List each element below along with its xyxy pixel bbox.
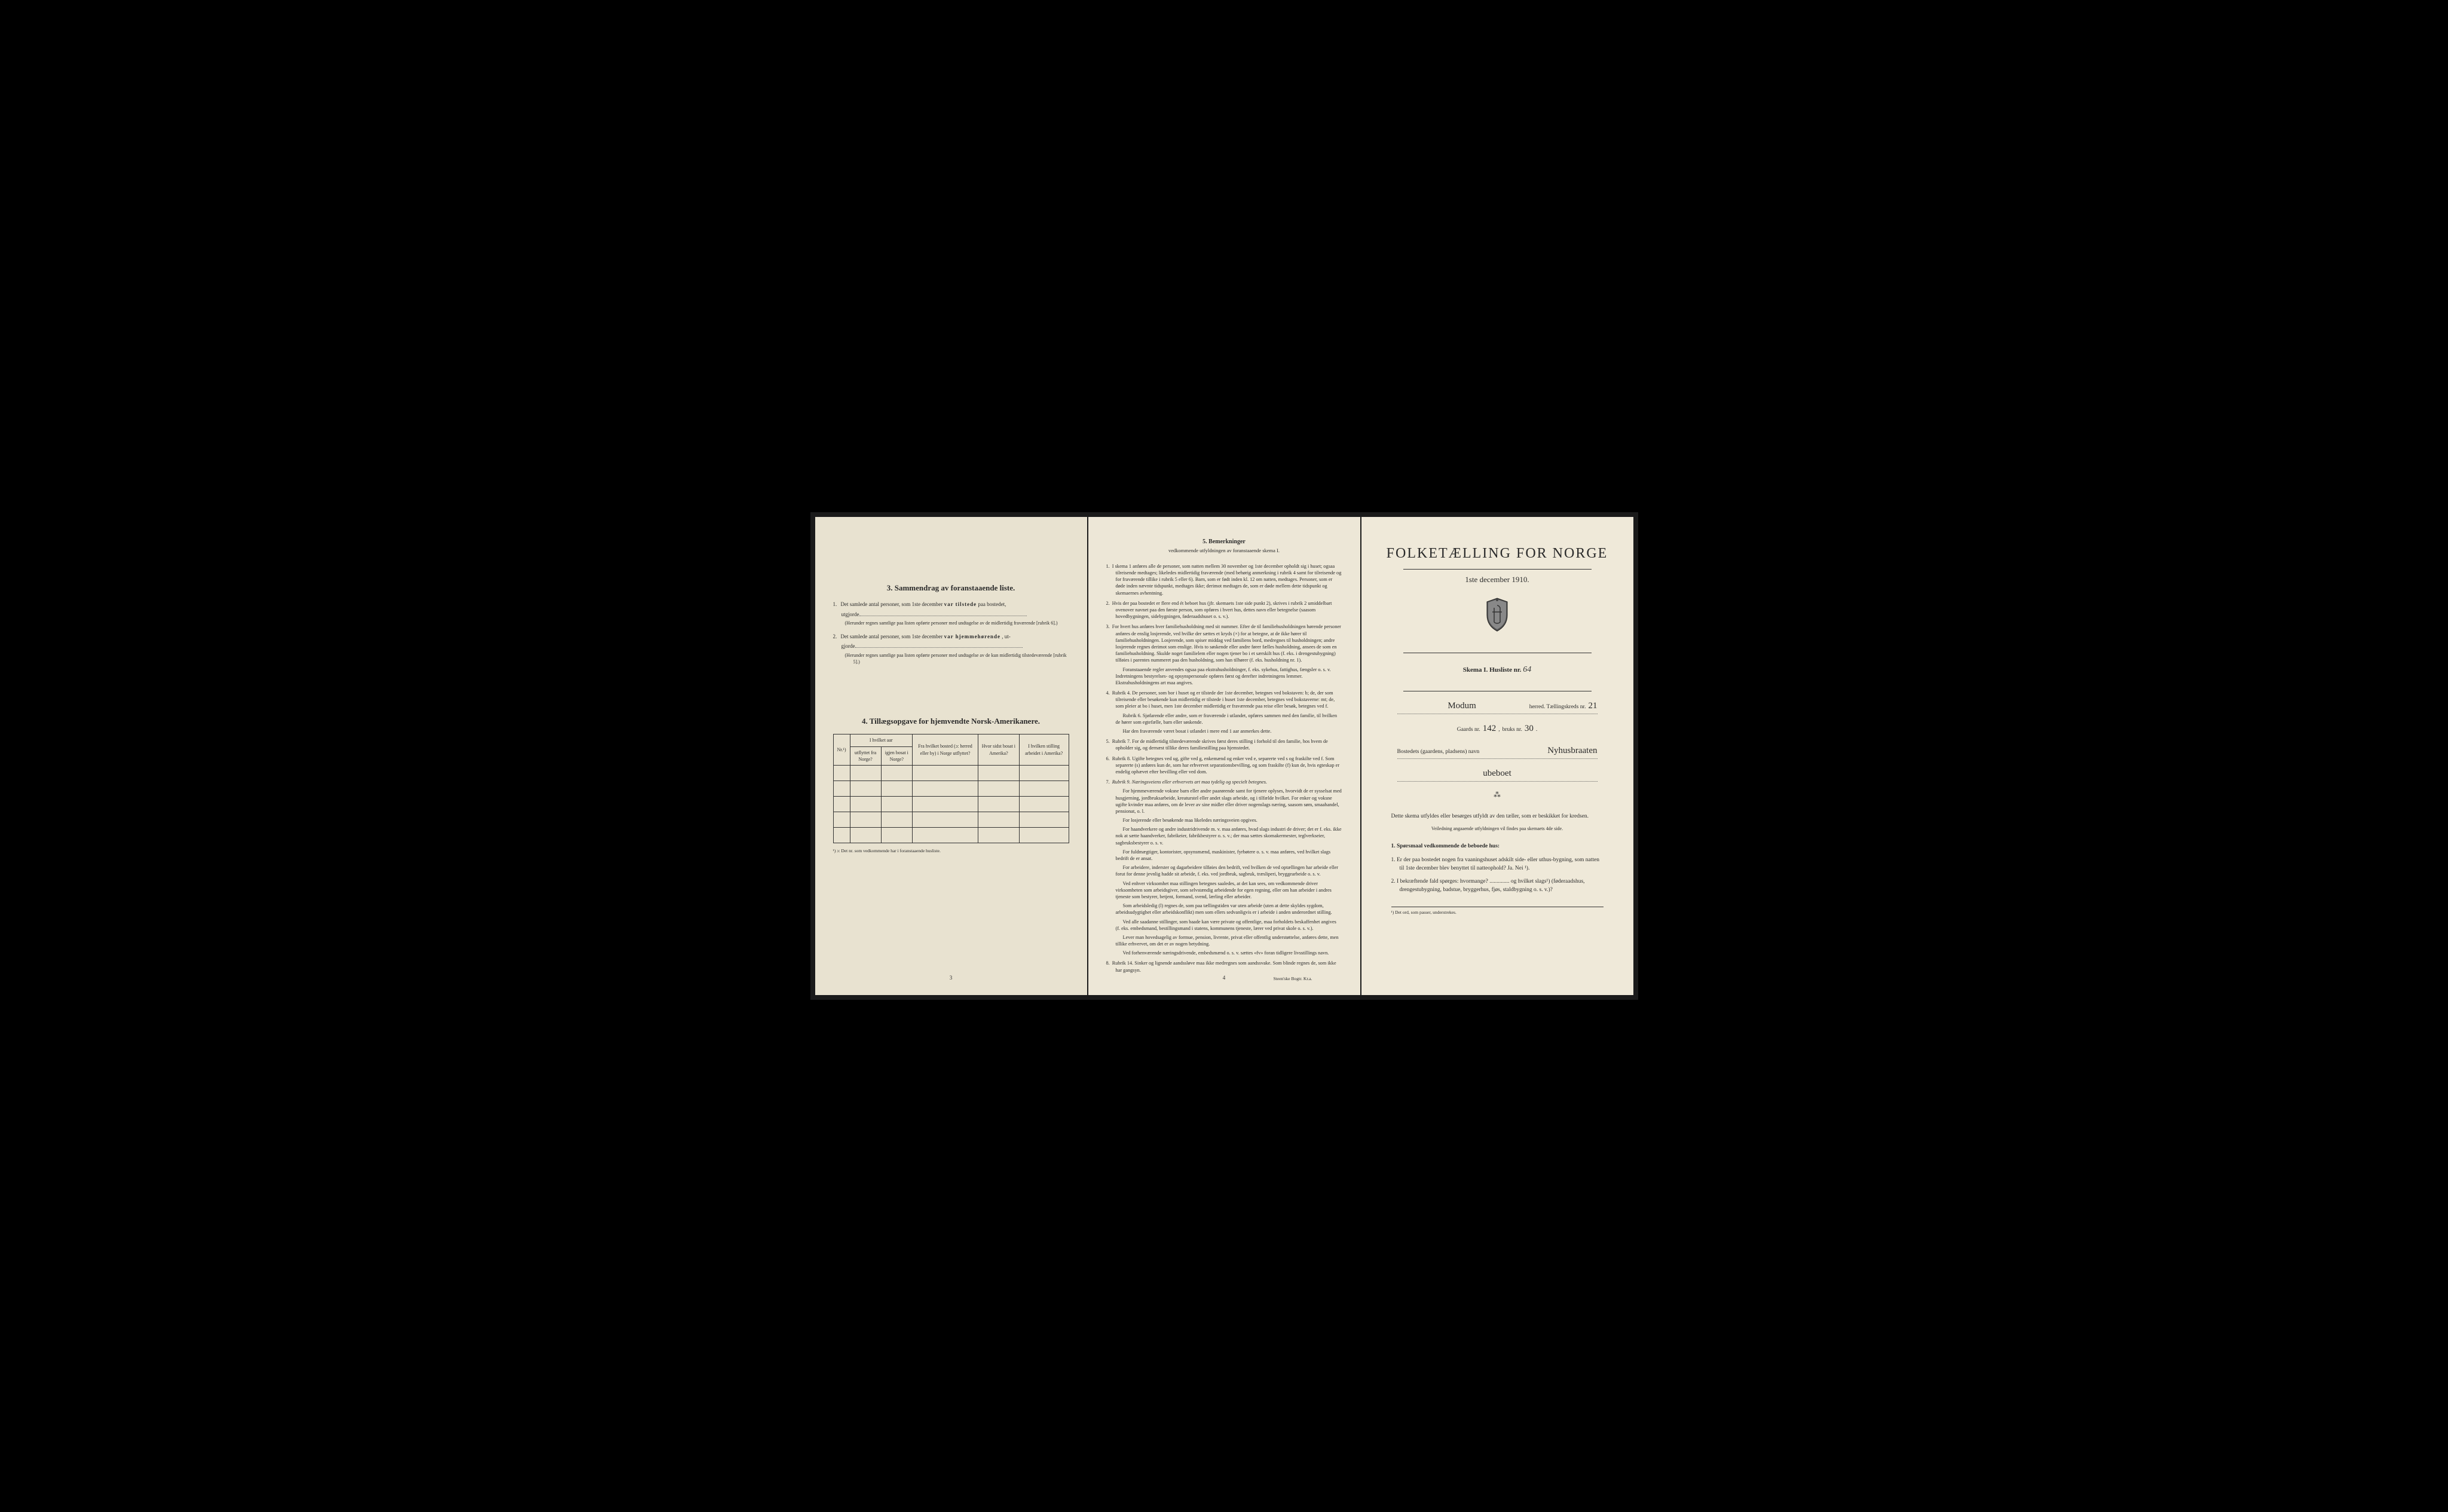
th-sidst: Hvor sidst bosat i Amerika? [978, 734, 1019, 766]
item-2: 2. Det samlede antal personer, som 1ste … [833, 633, 1069, 666]
bemerk-7h: Ved alle saadanne stillinger, som baade … [1116, 919, 1342, 932]
tillaeg-table: Nr.¹) I hvilket aar Fra hvilket bosted (… [833, 734, 1069, 843]
bemerk-4b: Rubrik 6. Sjøfarende eller andre, som er… [1116, 712, 1342, 726]
q-heading: 1. Spørsmaal vedkommende de beboede hus: [1391, 843, 1500, 849]
item-1-text-pre: Det samlede antal personer, som 1ste dec… [841, 601, 943, 607]
section-4-heading: 4. Tillægsopgave for hjemvendte Norsk-Am… [833, 716, 1069, 727]
footnote-1: ¹) ɔ: Det nr. som vedkommende har i fora… [833, 848, 1069, 855]
instructions: Dette skema utfyldes eller besørges utfy… [1391, 812, 1604, 821]
bemerk-4: 4.Rubrik 4. De personer, som bor i huset… [1106, 690, 1342, 734]
item-1-bold: var tilstede [944, 601, 977, 607]
question-section: 1. Spørsmaal vedkommende de beboede hus:… [1391, 843, 1604, 894]
item-2-sub: (Herunder regnes samtlige paa listen opf… [853, 652, 1069, 665]
question-2: 2. I bekræftende fald spørges: hvormange… [1400, 877, 1604, 895]
item-2-num: 2. [833, 633, 837, 639]
item-2-bold: var hjemmehørende [944, 633, 1000, 639]
blank-line-2 [855, 647, 1023, 648]
bemerk-3: 3.For hvert hus anføres hver familiehush… [1106, 623, 1342, 686]
th-aar: I hvilket aar [850, 734, 913, 746]
item-1-text-post: paa bostedet, [978, 601, 1006, 607]
section-5-heading: 5. Bemerkninger [1106, 538, 1342, 546]
husliste-nr-value: 64 [1523, 665, 1531, 674]
question-1: 1. Er der paa bostedet nogen fra vaaning… [1400, 856, 1604, 873]
table-row [833, 765, 1069, 781]
item-2-line2: gjorde [842, 642, 1069, 650]
bemerk-4c: Har den fraværende været bosat i utlande… [1116, 728, 1342, 734]
th-utflyttet: utflyttet fra Norge? [850, 746, 881, 765]
bemerk-7a: For hjemmeværende voksne barn eller andr… [1116, 788, 1342, 815]
th-igjen: igjen bosat i Norge? [881, 746, 912, 765]
norway-crest-icon [1379, 597, 1615, 635]
table-row [833, 796, 1069, 812]
skema-line: Skema I. Husliste nr. 64 [1379, 664, 1615, 676]
item-1-line2: utgjorde [842, 611, 1069, 619]
bruks-label: bruks nr. [1503, 726, 1522, 734]
bemerk-7c: For haandverkere og andre industridriven… [1116, 826, 1342, 846]
bemerk-7j: Ved forhenværende næringsdrivende, embed… [1116, 950, 1342, 956]
page-number-4: 4 [1223, 974, 1226, 982]
bemerk-7: 7.Rubrik 9. Næringsveiens eller erhverve… [1106, 779, 1342, 956]
item-1: 1. Det samlede antal personer, som 1ste … [833, 601, 1069, 626]
kreds-nr-value: 21 [1589, 700, 1598, 712]
section-3-heading: 3. Sammendrag av foranstaaende liste. [833, 583, 1069, 593]
ornament-icon: ⁂ [1379, 790, 1615, 800]
gaards-nr-value: 142 [1483, 723, 1497, 735]
th-stilling: I hvilken stilling arbeidet i Amerika? [1019, 734, 1069, 766]
item-2-text-pre: Det samlede antal personer, som 1ste dec… [841, 633, 943, 639]
bemerk-7b: For losjerende eller besøkende maa likel… [1116, 817, 1342, 824]
bemerk-5: 5.Rubrik 7. For de midlertidig tilstedev… [1106, 738, 1342, 751]
instructions-sub: Veiledning angaaende utfyldningen vil fi… [1379, 825, 1615, 832]
bosted-field-2: ubeboet [1397, 767, 1598, 782]
bemerk-1: 1.I skema 1 anføres alle de personer, so… [1106, 563, 1342, 596]
th-bosted: Fra hvilket bosted (ɔ: herred eller by) … [913, 734, 978, 766]
tillaeg-tbody [833, 765, 1069, 843]
bemerk-7f: Ved enhver virksomhet maa stillingen bet… [1116, 880, 1342, 901]
bemerk-6: 6.Rubrik 8. Ugifte betegnes ved ug, gift… [1106, 755, 1342, 776]
table-row [833, 781, 1069, 796]
printer-credit: Steen'ske Bogtr. Kr.a. [1274, 976, 1312, 983]
bosted-field: Bostedets (gaardens, pladsens) navn Nyhu… [1397, 745, 1598, 759]
bemerk-7g: Som arbeidsledig (l) regnes de, som paa … [1116, 902, 1342, 916]
item-1-sub: (Herunder regnes samtlige paa listen opf… [853, 620, 1069, 626]
bemerk-7e: For arbeidere, inderster og dagarbeidere… [1116, 864, 1342, 877]
census-document: 3. Sammendrag av foranstaaende liste. 1.… [810, 512, 1638, 1000]
page-3: 3. Sammendrag av foranstaaende liste. 1.… [815, 517, 1087, 995]
th-nr: Nr.¹) [833, 734, 850, 766]
section-5-subtitle: vedkommende utfyldningen av foranstaaend… [1106, 547, 1342, 555]
herred-field: Modum herred. Tællingskreds nr. 21 [1397, 700, 1598, 714]
item-1-num: 1. [833, 601, 837, 607]
title-rule [1403, 569, 1592, 570]
census-date: 1ste december 1910. [1379, 574, 1615, 585]
bemerk-2: 2.Hvis der paa bostedet er flere end ét … [1106, 600, 1342, 620]
bosted-value: Nyhusbraaten [1482, 745, 1597, 757]
herred-label: herred. Tællingskreds nr. [1529, 703, 1586, 711]
page-4: 5. Bemerkninger vedkommende utfyldningen… [1088, 517, 1360, 995]
document-title: FOLKETÆLLING FOR NORGE [1379, 544, 1615, 564]
skema-label: Skema I. Husliste nr. [1463, 666, 1522, 674]
bemerk-7i: Lever man hovedsagelig av formue, pensio… [1116, 934, 1342, 947]
page-number-3: 3 [950, 974, 953, 982]
item-2-text-post: , ut- [1002, 633, 1011, 639]
bosted-value-2: ubeboet [1483, 767, 1511, 780]
page-cover: FOLKETÆLLING FOR NORGE 1ste december 191… [1361, 517, 1633, 995]
bemerk-7d: For fuldmægtiger, kontorister, opsynsmæn… [1116, 849, 1342, 862]
table-row [833, 827, 1069, 843]
gaards-field: Gaards nr. 142, bruks nr. 30. [1397, 723, 1598, 736]
gaards-label: Gaards nr. [1457, 726, 1480, 734]
bruks-nr-value: 30 [1525, 723, 1534, 735]
herred-value: Modum [1397, 700, 1527, 712]
right-footnote: ¹) Det ord, som passer, understrekes. [1391, 907, 1604, 916]
table-row [833, 812, 1069, 827]
bemerk-8: 8.Rubrik 14. Sinker og lignende aandsslø… [1106, 960, 1342, 973]
bosted-label: Bostedets (gaardens, pladsens) navn [1397, 748, 1480, 756]
bemerk-3b: Foranstaaende regler anvendes ogsaa paa … [1116, 666, 1342, 687]
